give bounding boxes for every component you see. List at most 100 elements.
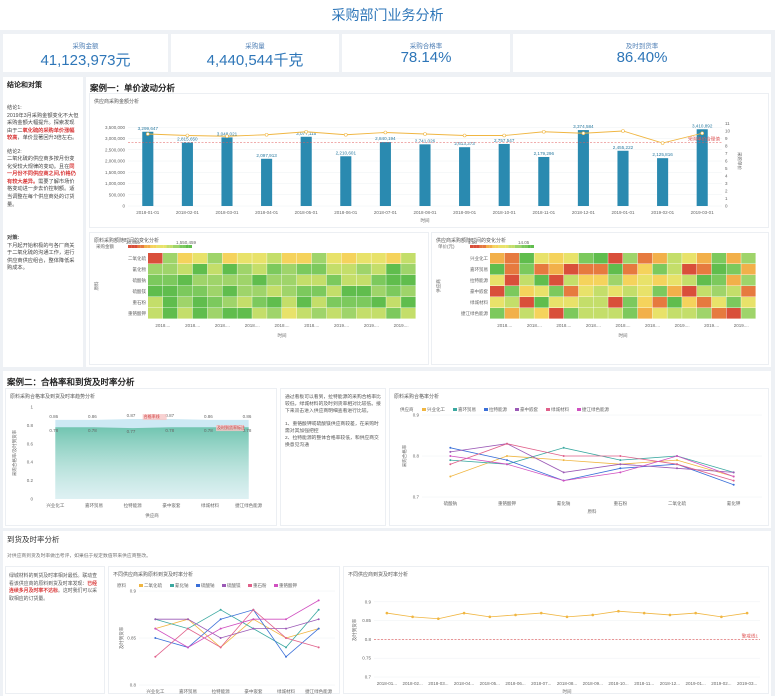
conclusion-1-highlight: 氧化硫的采购单价涨幅较高: [7, 127, 75, 142]
series-point: [449, 455, 452, 457]
heatmap-cell: [401, 286, 416, 297]
legend-swatch: [182, 245, 186, 248]
legend-item: 兴业化工: [427, 406, 445, 413]
heatmap-cell: [207, 253, 223, 264]
heatmap-cell: [696, 275, 712, 286]
kpi-card-quantity: 采购量 4,440,544千克: [171, 34, 339, 72]
heatmap-cell: [341, 253, 357, 264]
kpi-label: 及时到货率: [625, 43, 659, 50]
heatmap-x-tick: 2019....: [364, 323, 379, 328]
heatmap-x-tick: 2019....: [334, 323, 349, 328]
heatmap-cell: [386, 308, 401, 319]
heatmap-cell: [192, 253, 208, 264]
legend-title: 供应商: [400, 406, 414, 413]
y2-tick-label: 8: [725, 144, 728, 149]
x-tick-label: 重石粉: [614, 500, 628, 507]
bar: [142, 131, 154, 206]
y2-tick-label: 11: [725, 121, 730, 126]
heatmap-cell: [623, 308, 638, 319]
heatmap-cell: [282, 286, 297, 297]
heatmap-cell: [726, 264, 741, 275]
y2-axis-label: 采购单价: [736, 152, 743, 170]
heatmap-cell: [252, 275, 267, 286]
series-point: [565, 615, 569, 619]
series-point: [219, 646, 222, 649]
y-tick-label: 0.85: [127, 636, 136, 641]
series-point: [642, 611, 646, 615]
heatmap-cell: [623, 275, 638, 286]
heatmap-cell: [401, 253, 416, 264]
heatmap-cell: [637, 286, 653, 297]
heatmap-cell: [311, 253, 327, 264]
series-point: [317, 608, 320, 611]
y-axis-label: 及时到货率: [351, 618, 358, 641]
heatmap-cell: [623, 264, 638, 275]
legend-item: 二氧化硫: [144, 582, 162, 589]
heatmap-material-card: 原料采购额随时间的变化分析 采购金额 30,665 1,550,459 二氧化硫 氰化物…: [89, 232, 429, 365]
series-point: [619, 467, 622, 470]
legend-swatch: [163, 245, 167, 248]
legend-item: 氰化钠: [175, 582, 189, 589]
y2-tick-label: 6: [725, 159, 728, 164]
heatmap-cell: [711, 275, 727, 286]
heatmap-cell: [490, 308, 505, 319]
legend-swatch: [505, 245, 509, 248]
kpi-card-ontime-rate: 及时到货率 86.40%: [513, 34, 771, 72]
series-point: [732, 479, 735, 482]
heatmap-cell: [326, 286, 342, 297]
y-axis-label: 及时到货率: [118, 626, 125, 649]
legend-min: 30,665: [126, 240, 140, 245]
heatmap-row-label: 重铬酸钾: [128, 310, 146, 317]
y-tick-label: 0.85: [362, 618, 371, 623]
heatmap-cell: [386, 253, 401, 264]
series-line: [155, 609, 319, 658]
heatmap-cell: [192, 286, 208, 297]
heatmap-cell: [608, 264, 623, 275]
y2-tick-label: 0: [725, 204, 728, 209]
series-point: [694, 611, 697, 615]
heatmap-cell: [237, 264, 252, 275]
heatmap-material-title: 原料采购额随时间的变化分析: [94, 238, 160, 244]
ontime-value-label: 0.87: [127, 413, 136, 418]
legend-swatch: [185, 245, 189, 248]
legend-swatch: [546, 408, 550, 411]
conclusion-1-head: 结论1:: [7, 105, 22, 112]
legend-swatch: [172, 245, 176, 248]
heatmap-cell: [207, 286, 223, 297]
kpi-card-pass-rate: 采购合格率 78.14%: [342, 34, 510, 72]
legend-item: 豪中嵌套: [520, 406, 538, 413]
heatmap-cell: [563, 264, 579, 275]
series-line: [155, 600, 319, 648]
kpi-label: 采购合格率: [409, 43, 443, 50]
legend-swatch: [498, 245, 502, 248]
heatmap-cell: [578, 264, 594, 275]
heatmap-cell: [549, 275, 564, 286]
heatmap-x-tick: 2018....: [274, 323, 289, 328]
x-tick-label: 2018-04-01: [255, 210, 279, 215]
heatmap-row-label: 硫酸镁: [133, 288, 147, 295]
pass-value-label: 0.78: [88, 428, 97, 433]
heatmap-cell: [237, 286, 252, 297]
heatmap-cell: [682, 253, 697, 264]
threshold-label: 采购单价合理值: [688, 135, 721, 142]
heatmap-cell: [608, 286, 623, 297]
y2-tick-label: 5: [725, 166, 728, 171]
x-tick-label: 2018-08...: [557, 681, 577, 686]
x-tick-label: 2019-03...: [737, 681, 757, 686]
legend-swatch: [196, 584, 200, 587]
heatmap-cell: [296, 253, 312, 264]
heatmap-cell: [711, 297, 727, 308]
legend-swatch: [131, 245, 135, 248]
heatmap-cell: [282, 297, 297, 308]
heatmap-cell: [222, 264, 237, 275]
legend-item: 绿城材料: [551, 406, 569, 413]
series-point: [514, 613, 517, 617]
bar: [617, 150, 629, 206]
case2-note-c: 2、拉特能源的整体合格率较低，和供应商交换意见沟通: [285, 435, 379, 449]
y-tick-label: 0.2: [27, 478, 34, 483]
heatmap-x-tick: 2019....: [704, 323, 719, 328]
y-axis-label: 采购合格率/及时到货率: [11, 429, 18, 476]
series-point: [187, 627, 189, 630]
series-point: [317, 646, 320, 649]
x-tick-label: 2018-07-01: [374, 210, 398, 215]
